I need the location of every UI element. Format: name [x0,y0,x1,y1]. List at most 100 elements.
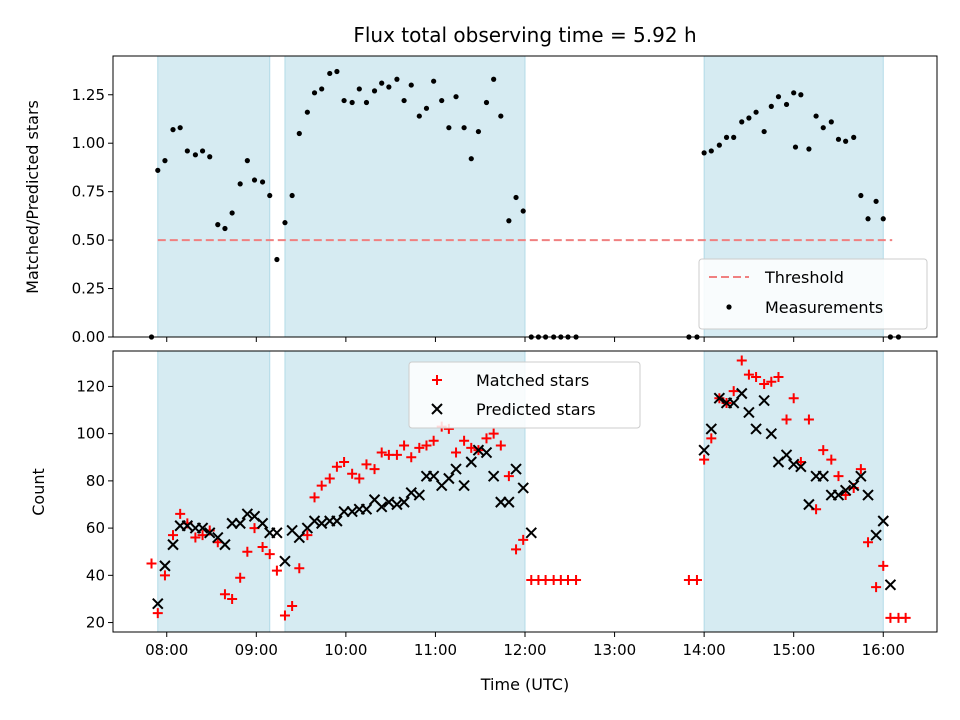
legend-box [408,361,641,429]
legend-matched-swatch [432,375,442,385]
matched-star-marker [347,468,358,479]
predicted-star-marker [839,484,852,497]
matched-star-marker [488,428,499,439]
predicted-star-marker [331,515,343,527]
predicted-star-marker [450,463,462,475]
matched-star-marker [146,558,157,569]
predicted-star-marker [383,496,395,508]
matched-star-marker [706,433,717,444]
matched-star-marker [264,549,275,560]
top-y-axis-label: Matched/Predicted stars [23,100,42,294]
observing-intervals [157,350,884,633]
observing-interval [157,350,271,633]
measurement-point [282,220,288,226]
matched-star-marker [414,442,425,453]
matched-star-marker [324,473,335,484]
predicted-star-marker [405,486,417,499]
predicted-star-marker [279,555,291,567]
legend-matched-label: Matched stars [476,371,589,390]
matched-star-marker [354,473,365,484]
y-tick-label: 100 [76,425,105,443]
y-tick-label: 120 [76,377,105,395]
measurement-point [311,90,318,96]
legend-predicted-label: Predicted stars [476,400,596,419]
predicted-star-marker [480,446,493,459]
legend-measurements-label: Measurements [765,298,883,317]
predicted-star-marker [525,527,537,539]
predicted-star-marker [152,597,164,610]
measurement-point [319,86,325,92]
predicted-star-marker [458,479,470,492]
y-tick-label: 0.50 [72,231,105,249]
predicted-star-marker [315,517,328,530]
y-tick-label: 1.25 [72,86,105,104]
measurement-point [408,82,414,88]
predicted-star-marker [884,579,897,591]
matched-star-marker [279,610,290,621]
predicted-star-marker [517,482,529,494]
measurement-point [506,218,512,224]
predicted-star-marker [877,515,889,527]
measurement-point [783,101,790,108]
measurement-point [498,113,504,119]
predicted-star-marker [698,444,710,456]
measurement-point [289,192,295,199]
matched-star-marker [302,530,313,541]
matched-star-marker [781,414,792,425]
measurement-point [835,136,842,142]
matched-star-marker [428,435,439,446]
legend-threshold-label: Threshold [764,268,844,287]
measurement-point [170,127,176,133]
measurement-point [371,88,378,94]
measurement-point [483,99,490,106]
predicted-star-marker [832,489,845,501]
matched-star-marker [294,563,305,574]
legend-measurements-swatch [726,304,732,310]
predicted-star-points [152,387,897,610]
measurement-point [792,144,799,150]
measurement-point [356,86,362,92]
matched-star-marker [788,393,799,404]
y-tick-label: 1.00 [72,134,105,152]
measurement-point [746,115,752,121]
predicted-star-marker [870,529,882,541]
bottom-y-ticks: 20 40 60 80 100 120 [76,377,113,632]
measurement-point [791,90,797,96]
predicted-star-marker [234,517,246,530]
measurement-point [334,68,340,75]
measurement-point [222,225,228,232]
matched-star-marker [691,575,702,586]
matched-star-marker [518,534,529,545]
matched-star-marker [271,565,282,576]
predicted-star-marker [758,394,770,407]
matched-star-marker [826,454,837,465]
measurement-point [267,192,273,199]
predicted-star-marker [241,508,254,520]
bottom-y-axis-label: Count [29,468,48,516]
measurement-point [828,119,834,125]
measurement-point [880,216,886,222]
predicted-star-marker [510,463,522,475]
matched-star-marker [855,464,866,475]
matched-star-marker [175,508,186,519]
matched-star-marker [197,530,208,541]
x-axis-label: Time (UTC) [480,675,569,694]
matched-star-points [146,355,911,623]
measurement-point [215,222,221,228]
x-tick-label: 16:00 [862,641,905,659]
measurement-point [259,179,266,185]
predicted-star-marker [803,498,815,511]
matched-star-marker [759,379,770,390]
measurement-point [237,181,243,187]
x-tick-label: 13:00 [593,641,636,659]
measurement-point [768,103,774,109]
matched-star-marker [495,440,506,451]
y-tick-label: 0.00 [72,328,105,346]
predicted-star-marker [855,470,867,482]
x-tick-label: 10:00 [324,641,367,659]
matched-star-marker [459,435,470,446]
matched-star-marker [481,433,492,444]
y-tick-label: 40 [86,566,105,584]
matched-star-marker [391,449,402,460]
measurement-point [274,256,280,263]
